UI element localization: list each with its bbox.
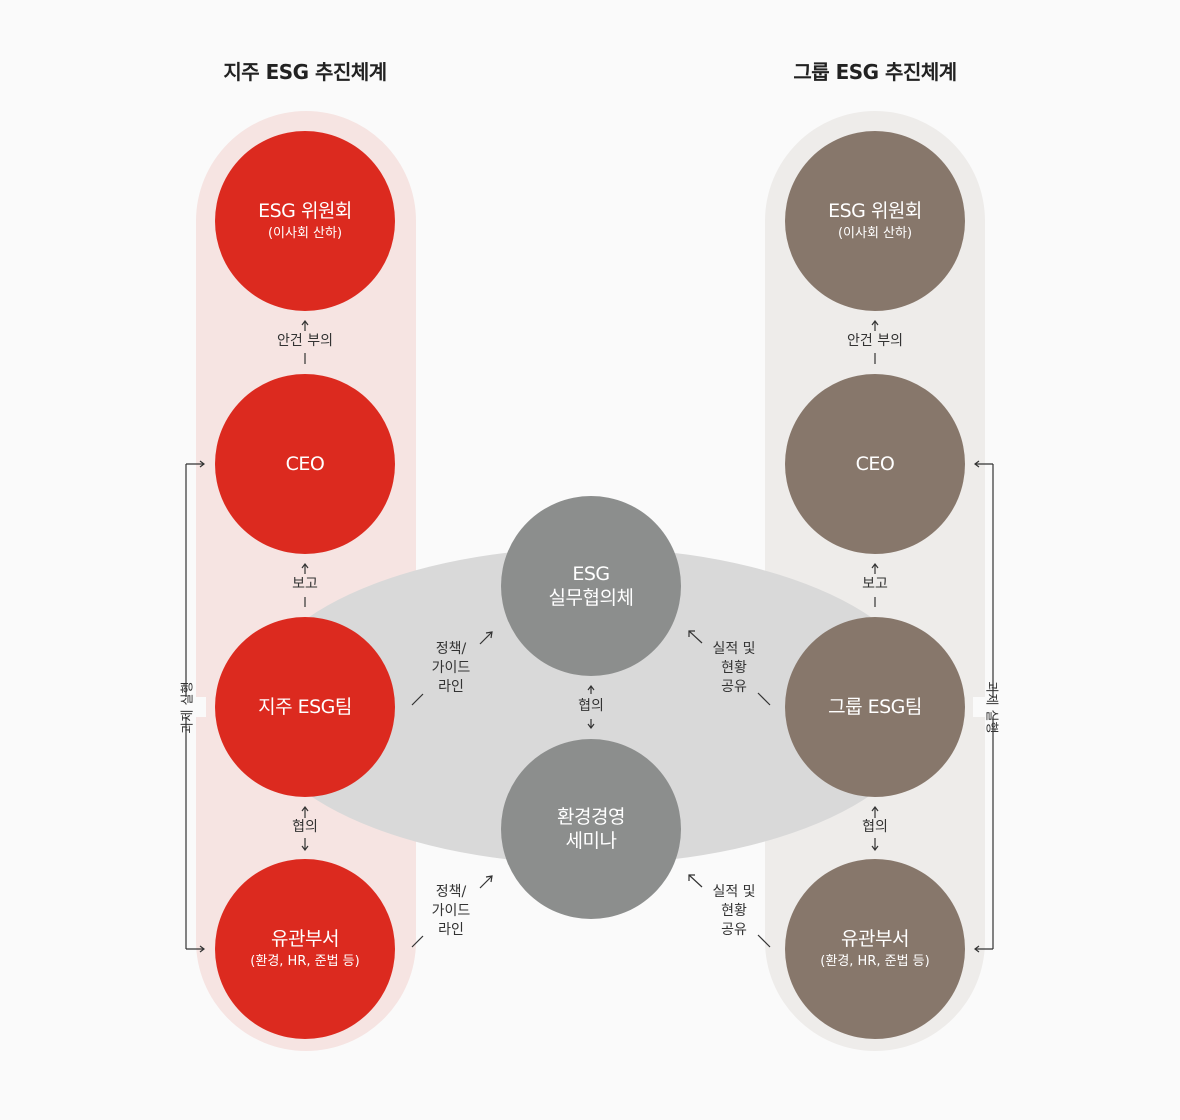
node-title: ESG 위원회 (828, 200, 922, 222)
label-line: 현황 (721, 660, 747, 676)
node-title-line2: 세미나 (565, 830, 617, 852)
label-line: 실적 및 (712, 884, 756, 900)
center-edge-label-consult: 협의 (578, 698, 604, 714)
label-line: 라인 (438, 679, 464, 695)
right-title: 그룹 ESG 추진체계 (793, 60, 957, 84)
left-esg-team-node: 지주 ESG팀 (215, 617, 395, 797)
node-title: CEO (285, 453, 325, 475)
left-edge-label-consult: 협의 (292, 819, 318, 835)
right-ceo-node: CEO (785, 374, 965, 554)
node-title: 유관부서 (271, 928, 339, 950)
right-edge-label-report: 보고 (862, 576, 888, 592)
label-line: 라인 (438, 922, 464, 938)
label-line: 정책/ (435, 884, 467, 900)
env-seminar-node: 환경경영 세미나 (501, 739, 681, 919)
left-side-label: 과제 실행 (180, 681, 196, 733)
label-line: 공유 (721, 679, 747, 695)
node-title-line2: 실무협의체 (548, 587, 634, 609)
node-title: ESG 위원회 (258, 200, 352, 222)
label-line: 가이드 (431, 660, 471, 676)
share-label-lower: 실적 및 현황 공유 (694, 883, 774, 940)
left-edge-label-submit: 안건 부의 (277, 333, 333, 349)
left-side-label-wrap: 과제 실행 (166, 681, 206, 733)
label-line: 실적 및 (712, 641, 756, 657)
right-side-label: 과제 실행 (983, 681, 999, 733)
policy-label-lower: 정책/ 가이드 라인 (411, 883, 491, 940)
node-title: 유관부서 (841, 928, 909, 950)
label-line: 가이드 (431, 903, 471, 919)
node-subtitle: (이사회 산하) (837, 226, 913, 241)
label-line: 정책/ (435, 641, 467, 657)
left-edge-label-report: 보고 (292, 576, 318, 592)
node-title-line1: 환경경영 (557, 806, 625, 828)
node-title: 지주 ESG팀 (258, 696, 352, 718)
left-title: 지주 ESG 추진체계 (223, 60, 387, 84)
left-related-dept-node: 유관부서 (환경, HR, 준법 등) (215, 859, 395, 1039)
label-line: 현황 (721, 903, 747, 919)
node-subtitle: (이사회 산하) (267, 226, 343, 241)
node-title-line1: ESG (572, 563, 610, 585)
node-title: 그룹 ESG팀 (828, 696, 922, 718)
esg-council-node: ESG 실무협의체 (501, 496, 681, 676)
left-ceo-node: CEO (215, 374, 395, 554)
right-edge-label-submit: 안건 부의 (847, 333, 903, 349)
node-subtitle: (환경, HR, 준법 등) (250, 954, 360, 969)
right-edge-label-consult: 협의 (862, 819, 888, 835)
node-subtitle: (환경, HR, 준법 등) (820, 954, 930, 969)
share-label-upper: 실적 및 현황 공유 (694, 640, 774, 697)
right-side-label-wrap: 과제 실행 (973, 681, 1013, 733)
node-title: CEO (855, 453, 895, 475)
policy-label-upper: 정책/ 가이드 라인 (411, 640, 491, 697)
label-line: 공유 (721, 922, 747, 938)
right-esg-committee-node: ESG 위원회 (이사회 산하) (785, 131, 965, 311)
left-esg-committee-node: ESG 위원회 (이사회 산하) (215, 131, 395, 311)
right-esg-team-node: 그룹 ESG팀 (785, 617, 965, 797)
right-related-dept-node: 유관부서 (환경, HR, 준법 등) (785, 859, 965, 1039)
